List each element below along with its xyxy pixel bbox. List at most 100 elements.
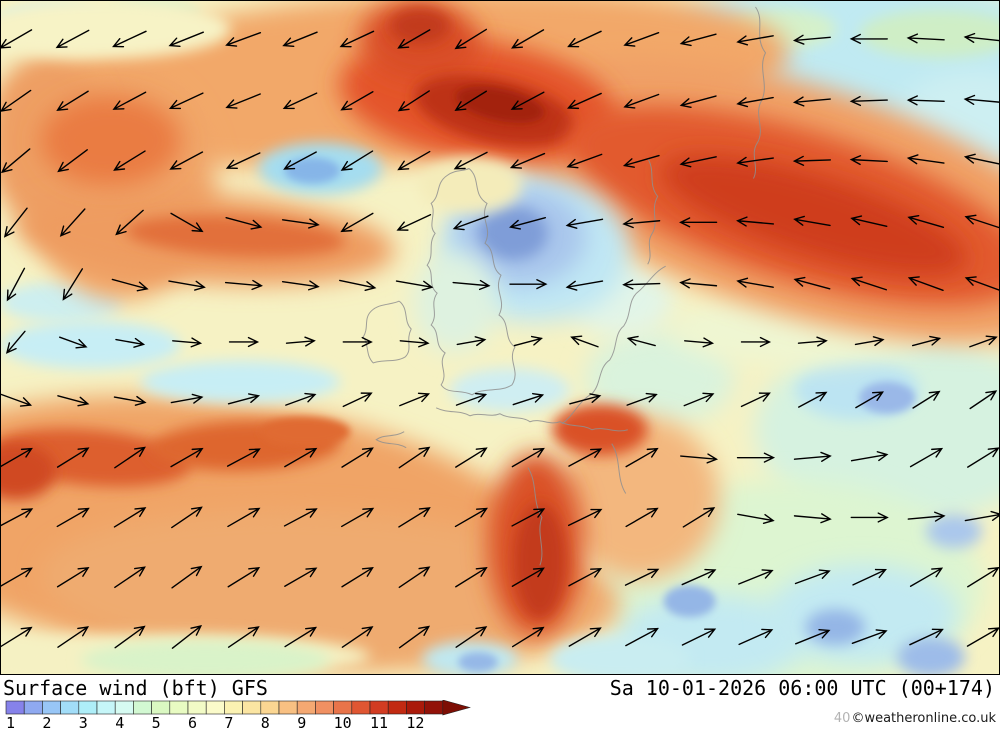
wind-arrow	[224, 279, 263, 291]
wind-arrow	[624, 568, 660, 586]
wind-arrow	[398, 446, 431, 469]
wind-arrow	[625, 627, 659, 647]
wind-field-blob	[661, 155, 968, 276]
wind-arrow	[398, 566, 431, 589]
coastline	[561, 265, 666, 425]
wind-arrow	[793, 451, 832, 462]
wind-field-blob	[559, 415, 720, 580]
wind-arrow	[283, 508, 318, 527]
wind-speed-field	[1, 1, 999, 674]
wind-arrow	[228, 336, 260, 348]
wind-arrow	[850, 451, 889, 462]
wind-arrow	[454, 507, 489, 528]
wind-field-blob	[926, 514, 983, 549]
wind-field-blob	[663, 585, 716, 618]
wind-arrow	[963, 153, 999, 165]
wind-arrow	[168, 92, 204, 110]
wind-arrow	[570, 335, 599, 348]
wind-arrow	[625, 447, 659, 468]
wind-field-blob	[897, 637, 966, 674]
wind-arrow	[452, 279, 491, 291]
legend-color-segment	[60, 700, 80, 715]
legend-color-segment	[424, 700, 444, 715]
wind-arrow	[1, 567, 33, 587]
wind-arrow	[963, 94, 999, 105]
wind-arrow	[111, 278, 149, 292]
wind-arrow	[341, 566, 374, 588]
wind-arrow	[907, 214, 945, 229]
legend-color-segment	[315, 700, 334, 715]
wind-arrow	[969, 335, 998, 348]
legend-tick-label: 3	[79, 714, 88, 732]
wind-field-blob	[458, 652, 499, 673]
wind-arrow	[793, 215, 831, 227]
wind-arrow	[736, 96, 774, 108]
wind-arrow	[340, 150, 374, 171]
wind-arrow	[225, 152, 261, 170]
wind-arrow	[455, 566, 488, 588]
wind-field-blob	[413, 252, 498, 352]
wind-arrow	[792, 34, 831, 45]
wind-arrow	[227, 566, 261, 588]
wind-arrow	[113, 150, 146, 171]
legend-color-segment	[278, 700, 298, 715]
coastline	[362, 300, 412, 364]
wind-arrow	[969, 390, 998, 410]
wind-arrow	[455, 447, 488, 468]
coastline	[375, 431, 407, 449]
wind-arrow	[3, 207, 28, 238]
legend-color-segment	[205, 700, 225, 715]
wind-arrow	[1, 626, 33, 648]
wind-arrow	[622, 154, 660, 168]
wind-arrow	[566, 153, 603, 169]
wind-arrow	[1, 148, 31, 174]
wind-arrow	[284, 626, 318, 648]
wind-arrow	[679, 33, 717, 47]
wind-arrow	[906, 154, 945, 165]
wind-arrow	[399, 392, 431, 407]
wind-arrow	[56, 566, 90, 588]
wind-arrow	[456, 336, 487, 347]
legend-tick-label: 9	[297, 714, 306, 732]
wind-arrow	[565, 218, 604, 229]
wind-arrow	[679, 156, 717, 168]
wind-field-blob	[390, 7, 451, 44]
wind-field-blob	[41, 510, 620, 669]
wind-arrow	[340, 212, 374, 233]
wind-arrow	[511, 626, 545, 648]
legend-color-segment	[369, 700, 389, 715]
copyright: 40©weatheronline.co.uk	[834, 711, 996, 726]
wind-arrow	[5, 330, 26, 354]
wind-field-blob	[513, 503, 566, 620]
legend-tick-label: 7	[224, 714, 233, 732]
legend-color-segment	[351, 700, 371, 715]
wind-arrow	[1, 447, 33, 468]
wind-arrow	[227, 507, 261, 528]
wind-arrow	[6, 267, 26, 302]
wind-arrow	[282, 92, 318, 110]
wind-arrow	[626, 392, 658, 406]
wind-arrow	[511, 447, 545, 468]
wind-arrow	[398, 625, 431, 649]
wind-arrow	[736, 216, 775, 227]
wind-arrow	[680, 453, 719, 464]
wind-arrow	[850, 276, 888, 291]
legend-color-segment	[133, 700, 152, 715]
wind-arrow	[795, 629, 831, 645]
wind-arrow	[511, 567, 545, 587]
wind-arrow	[736, 156, 774, 167]
wind-arrow	[453, 151, 488, 170]
wind-arrow	[793, 276, 831, 290]
legend-tick-label: 11	[370, 714, 388, 732]
wind-arrow	[58, 336, 88, 349]
wind-arrow	[281, 280, 320, 291]
wind-arrow	[569, 393, 602, 405]
wind-field-blob	[584, 330, 735, 426]
legend-colorbar-canvas: 1 2 3 4 5 6 7 8 9 10 11 12	[5, 699, 471, 732]
wind-arrow	[455, 626, 488, 648]
wind-arrow	[57, 149, 88, 173]
wind-arrow	[341, 626, 374, 648]
wind-arrow	[906, 33, 945, 44]
wind-arrow	[793, 513, 832, 524]
